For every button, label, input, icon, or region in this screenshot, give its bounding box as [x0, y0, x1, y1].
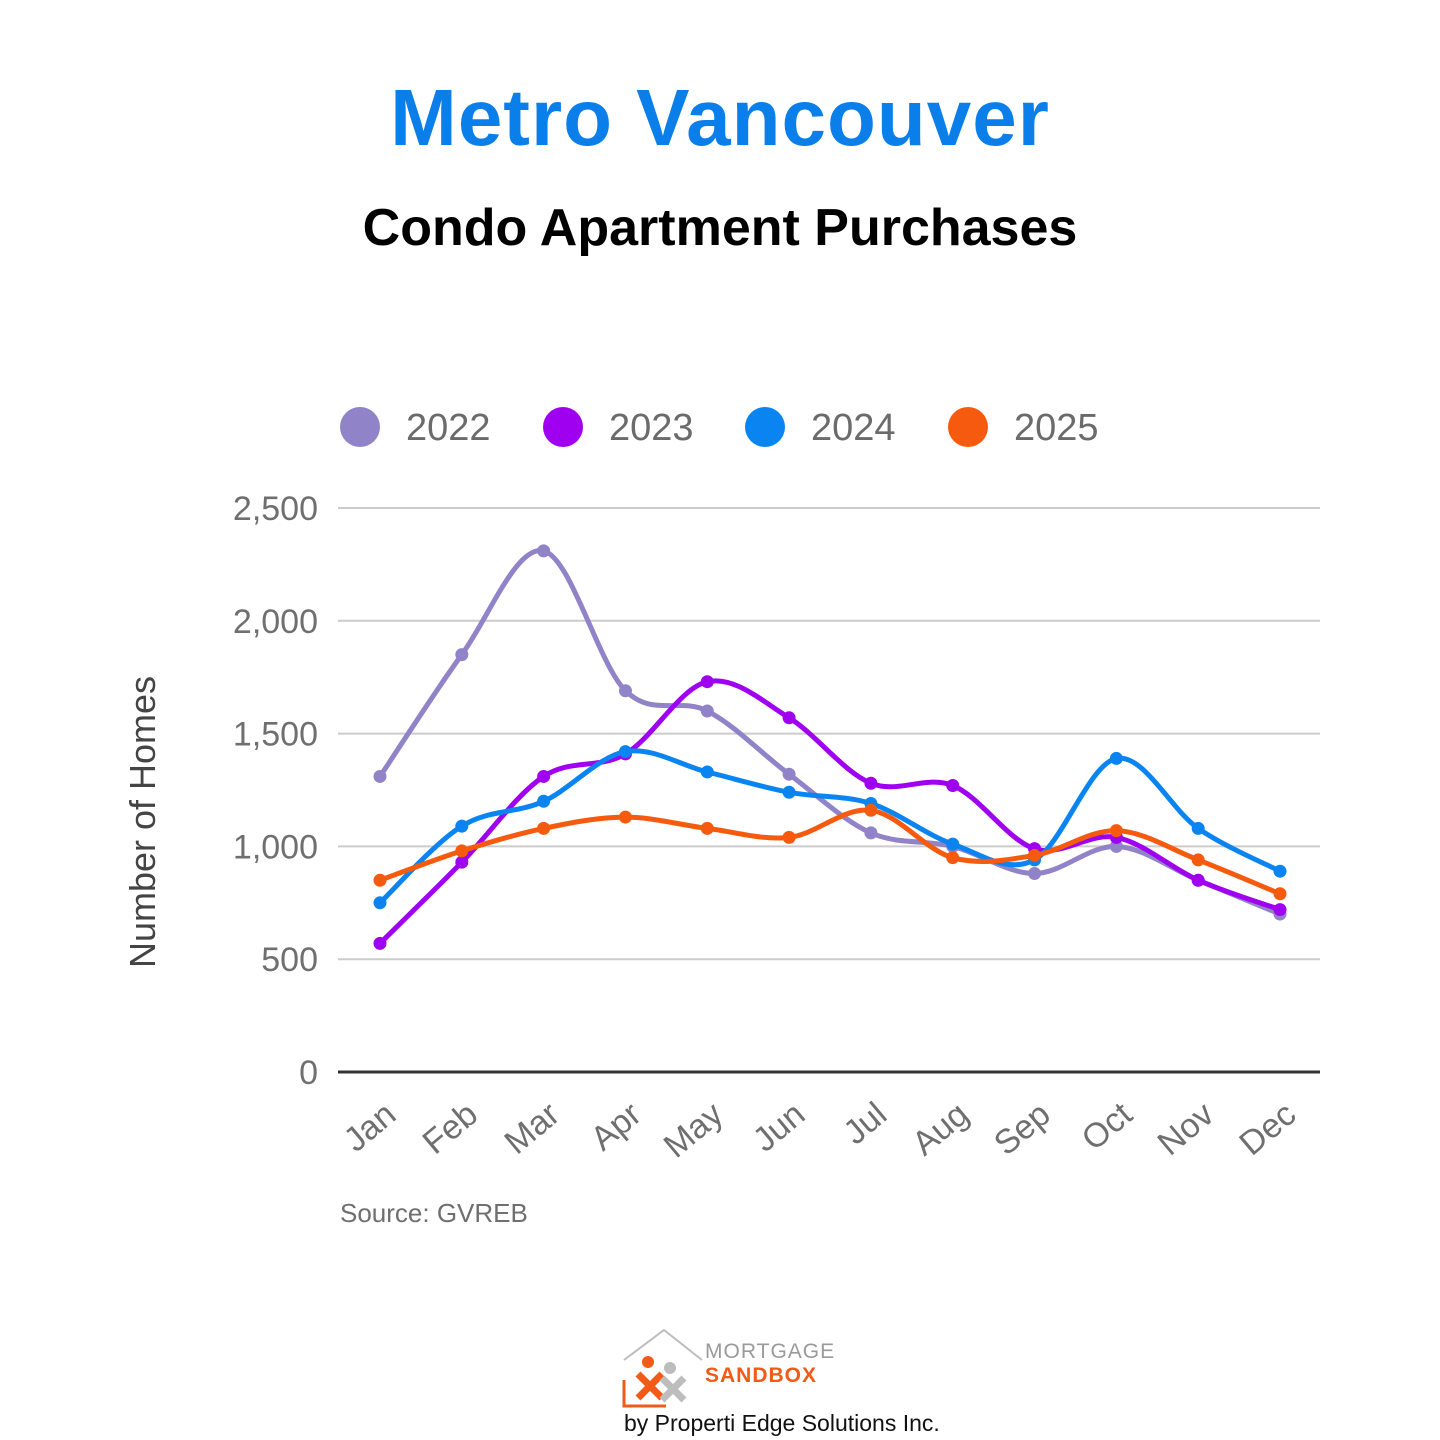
data-point — [700, 821, 714, 835]
legend-label: 2023 — [609, 407, 694, 449]
data-point — [782, 830, 796, 844]
data-point — [373, 896, 387, 910]
logo-byline: by Properti Edge Solutions Inc. — [624, 1410, 940, 1436]
chart-title: Metro Vancouver — [390, 73, 1050, 162]
data-point — [1109, 839, 1123, 853]
series-line — [377, 807, 1283, 897]
y-tick-label: 2,500 — [233, 490, 318, 528]
series-line — [377, 548, 1283, 917]
series-2025 — [373, 803, 1287, 901]
y-tick-label: 1,000 — [233, 828, 318, 866]
legend-label: 2025 — [1014, 407, 1099, 449]
x-tick-label: May — [657, 1095, 731, 1165]
x-tick-label: Mar — [497, 1095, 566, 1162]
data-point — [537, 544, 551, 558]
data-point — [946, 837, 960, 851]
data-point — [373, 873, 387, 887]
x-tick-label: Sep — [987, 1095, 1058, 1163]
x-tick-label: Jan — [337, 1095, 403, 1159]
data-point — [1028, 866, 1042, 880]
x-tick-label: Oct — [1075, 1095, 1140, 1158]
gridlines — [338, 507, 1320, 1074]
x-tick-label: Apr — [584, 1095, 649, 1158]
data-point — [1028, 848, 1042, 862]
data-point — [537, 794, 551, 808]
series-2022 — [373, 544, 1287, 921]
data-point — [1191, 873, 1205, 887]
logo-word-mortgage: MORTGAGE — [705, 1340, 836, 1363]
data-point — [864, 803, 878, 817]
data-point — [618, 745, 632, 759]
x-axis-ticks: Jan Feb Mar Apr May Jun Jul Aug Sep Oct Nov Dec — [337, 1095, 1303, 1166]
data-point — [946, 851, 960, 865]
y-tick-label: 1,500 — [233, 716, 318, 754]
y-tick-label: 0 — [299, 1054, 318, 1092]
legend: 2022 2023 2024 2025 — [340, 407, 1099, 449]
series-lines — [373, 544, 1287, 950]
series-2023 — [373, 675, 1287, 950]
data-point — [618, 810, 632, 824]
series-2024 — [373, 745, 1287, 910]
data-point — [864, 776, 878, 790]
x-tick-label: Nov — [1151, 1095, 1222, 1163]
data-point — [1109, 824, 1123, 838]
data-point — [1273, 864, 1287, 878]
data-point — [1273, 887, 1287, 901]
y-axis-ticks: 0 500 1,000 1,500 2,000 2,500 — [233, 490, 318, 1092]
x-tick-label: Dec — [1232, 1095, 1303, 1163]
mortgage-sandbox-logo: MORTGAGE SANDBOX by Properti Edge Soluti… — [600, 1322, 960, 1440]
data-point — [782, 767, 796, 781]
x-tick-label: Aug — [905, 1095, 976, 1163]
chart-subtitle: Condo Apartment Purchases — [362, 199, 1078, 257]
data-point — [537, 769, 551, 783]
data-point — [946, 778, 960, 792]
logo-word-sandbox: SANDBOX — [705, 1364, 818, 1387]
chart-source: Source: GVREB — [340, 1198, 528, 1228]
data-point — [618, 684, 632, 698]
data-point — [700, 704, 714, 718]
data-point — [782, 711, 796, 725]
data-point — [1109, 751, 1123, 765]
data-point — [537, 821, 551, 835]
legend-swatch — [745, 407, 785, 447]
series-line — [377, 748, 1283, 906]
x-tick-label: Jul — [836, 1095, 894, 1152]
data-point — [864, 826, 878, 840]
house-logo-icon — [622, 1328, 703, 1408]
data-point — [373, 769, 387, 783]
y-tick-label: 2,000 — [233, 603, 318, 641]
data-point — [1191, 821, 1205, 835]
y-tick-label: 500 — [261, 941, 318, 979]
data-point — [700, 765, 714, 779]
legend-swatch — [543, 407, 583, 447]
x-tick-label: Jun — [746, 1095, 812, 1159]
x-tick-label: Feb — [416, 1095, 485, 1162]
data-point — [1191, 853, 1205, 867]
data-point — [782, 785, 796, 799]
data-point — [700, 675, 714, 689]
data-point — [455, 855, 469, 869]
data-point — [1273, 903, 1287, 917]
y-axis-label: Number of Homes — [122, 676, 163, 968]
data-point — [455, 648, 469, 662]
legend-label: 2024 — [811, 407, 896, 449]
data-point — [455, 819, 469, 833]
legend-swatch — [948, 407, 988, 447]
data-point — [455, 844, 469, 858]
legend-swatch — [340, 407, 380, 447]
data-point — [373, 936, 387, 950]
legend-label: 2022 — [406, 407, 491, 449]
